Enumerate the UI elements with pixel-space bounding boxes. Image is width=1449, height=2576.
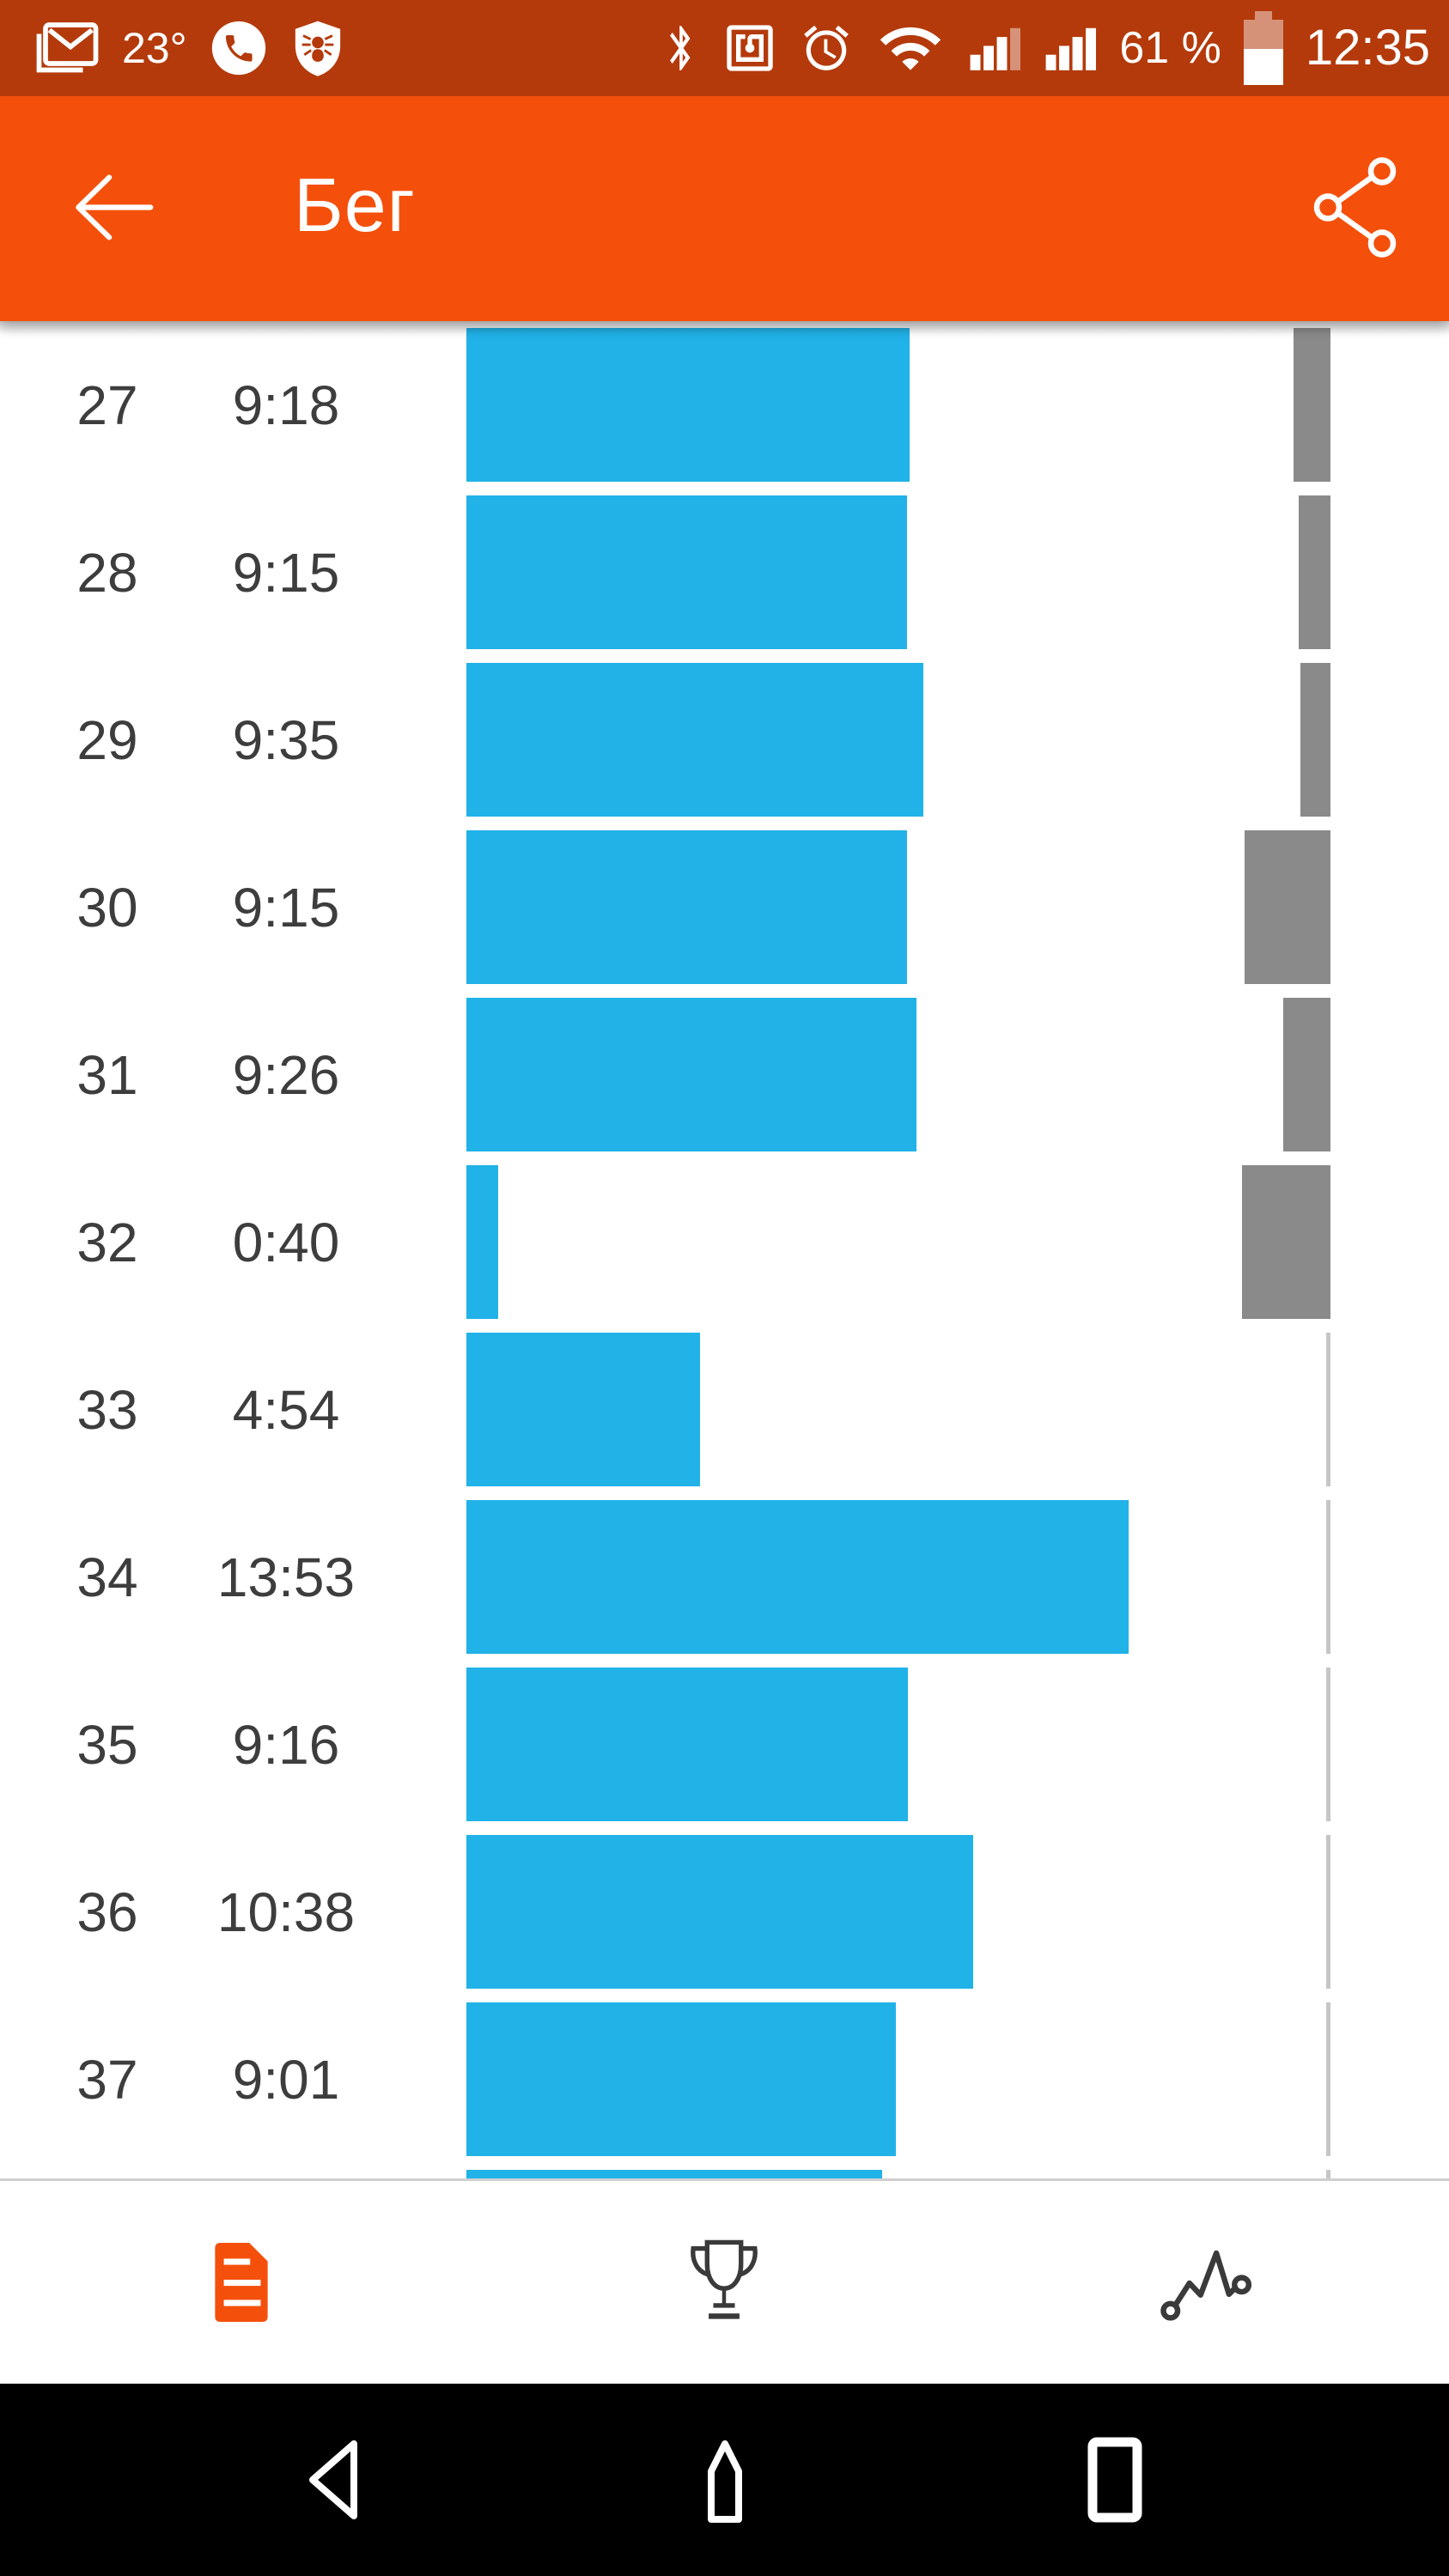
nav-recents-icon xyxy=(1087,2437,1142,2523)
lap-time: 10:38 xyxy=(216,1880,356,1943)
share-button[interactable] xyxy=(1313,157,1399,261)
pace-bar xyxy=(466,1835,973,1989)
elevation-bar xyxy=(1245,830,1330,984)
status-bar: 23° xyxy=(0,0,1449,96)
lap-row xyxy=(0,2163,1449,2178)
signal-icon-1 xyxy=(970,27,1021,70)
analysis-icon xyxy=(1160,2250,1251,2321)
tab-analysis[interactable] xyxy=(966,2181,1449,2384)
lap-number: 27 xyxy=(76,374,138,436)
nav-back-button[interactable] xyxy=(297,2435,373,2524)
bottom-tab-bar xyxy=(0,2181,1449,2384)
lap-row: 28 9:15 xyxy=(0,489,1449,656)
lap-number: 28 xyxy=(76,541,138,604)
nav-home-icon xyxy=(707,2440,742,2523)
pace-bar xyxy=(466,1500,1129,1654)
status-temperature: 23° xyxy=(122,24,187,72)
splits-list-icon xyxy=(215,2243,268,2322)
pace-bar xyxy=(466,1668,908,1821)
elevation-bar xyxy=(1300,663,1330,817)
lap-row: 29 9:35 xyxy=(0,656,1449,823)
lap-time: 9:16 xyxy=(232,1713,340,1776)
lap-time: 9:15 xyxy=(232,541,340,604)
tab-achievements[interactable] xyxy=(483,2181,965,2384)
lap-number: 35 xyxy=(76,1713,138,1776)
lap-row: 35 9:16 xyxy=(0,1661,1449,1828)
lap-number: 32 xyxy=(76,1211,138,1273)
elevation-bar xyxy=(1326,1668,1330,1821)
elevation-bar xyxy=(1326,1333,1330,1486)
lap-number: 33 xyxy=(76,1378,138,1441)
lap-time: 9:15 xyxy=(232,876,340,939)
lap-time: 13:53 xyxy=(216,1546,356,1608)
lap-time: 0:40 xyxy=(232,1211,340,1273)
page-title: Бег xyxy=(294,161,416,247)
lap-number: 37 xyxy=(76,2048,138,2111)
lap-row: 32 0:40 xyxy=(0,1158,1449,1326)
status-clock: 12:35 xyxy=(1305,20,1430,76)
lap-row: 36 10:38 xyxy=(0,1828,1449,1996)
lap-time: 9:18 xyxy=(232,374,340,436)
elevation-bar xyxy=(1299,495,1330,649)
bluetooth-icon xyxy=(670,26,691,70)
pace-bar xyxy=(466,495,907,649)
phone-icon xyxy=(211,21,265,76)
elevation-bar xyxy=(1326,2002,1330,2156)
nav-home-button[interactable] xyxy=(687,2435,763,2524)
lap-time xyxy=(179,2163,393,2178)
lap-row: 27 9:18 xyxy=(0,321,1449,489)
back-arrow-icon xyxy=(76,174,154,240)
android-nav-bar xyxy=(0,2384,1449,2576)
pace-bar xyxy=(466,2170,882,2178)
lap-number xyxy=(34,2163,180,2178)
drweb-shield-icon xyxy=(295,21,340,76)
status-right-group: 61 % 12:35 xyxy=(662,11,1430,85)
list-bottom-divider xyxy=(0,2178,1449,2181)
lap-splits-list[interactable]: 27 9:18 28 9:15 29 9:35 30 9:15 31 9:2 xyxy=(0,321,1449,2178)
lap-time: 9:35 xyxy=(232,708,340,771)
lap-number: 36 xyxy=(76,1880,138,1943)
elevation-bar xyxy=(1283,998,1330,1151)
signal-icon-2 xyxy=(1045,27,1097,70)
lap-row: 31 9:26 xyxy=(0,991,1449,1158)
pace-bar xyxy=(466,1333,700,1486)
lap-time: 4:54 xyxy=(232,1378,340,1441)
elevation-bar xyxy=(1326,1500,1330,1654)
nfc-icon xyxy=(727,25,773,71)
lap-row: 33 4:54 xyxy=(0,1326,1449,1493)
lap-number: 30 xyxy=(76,876,138,939)
nav-recents-button[interactable] xyxy=(1077,2435,1153,2524)
pace-bar xyxy=(466,998,916,1151)
alarm-icon xyxy=(804,25,849,70)
wifi-icon xyxy=(880,27,941,70)
lap-time: 9:26 xyxy=(232,1043,340,1106)
elevation-bar xyxy=(1326,2170,1330,2178)
lap-number: 29 xyxy=(76,708,138,771)
lap-row: 34 13:53 xyxy=(0,1493,1449,1661)
status-left-group: 23° xyxy=(33,19,345,77)
pace-bar xyxy=(466,1165,498,1319)
battery-percent: 61 % xyxy=(1119,23,1221,73)
app-bar: Бег xyxy=(0,96,1449,321)
pace-bar xyxy=(466,663,923,817)
elevation-bar xyxy=(1294,328,1330,482)
nav-back-icon xyxy=(308,2440,357,2519)
elevation-bar xyxy=(1242,1165,1330,1319)
back-button[interactable] xyxy=(67,165,156,253)
lap-time: 9:01 xyxy=(232,2048,340,2111)
lap-row: 37 9:01 xyxy=(0,1996,1449,2163)
pace-bar xyxy=(466,2002,896,2156)
gmail-icon xyxy=(36,22,99,73)
trophy-icon xyxy=(691,2239,758,2319)
tab-splits[interactable] xyxy=(0,2181,483,2384)
lap-number: 34 xyxy=(76,1546,138,1608)
pace-bar xyxy=(466,830,907,984)
pace-bar xyxy=(466,328,910,482)
share-icon xyxy=(1313,157,1397,258)
battery-icon xyxy=(1243,11,1283,85)
lap-number: 31 xyxy=(76,1043,138,1106)
lap-row: 30 9:15 xyxy=(0,823,1449,991)
elevation-bar xyxy=(1326,1835,1330,1989)
